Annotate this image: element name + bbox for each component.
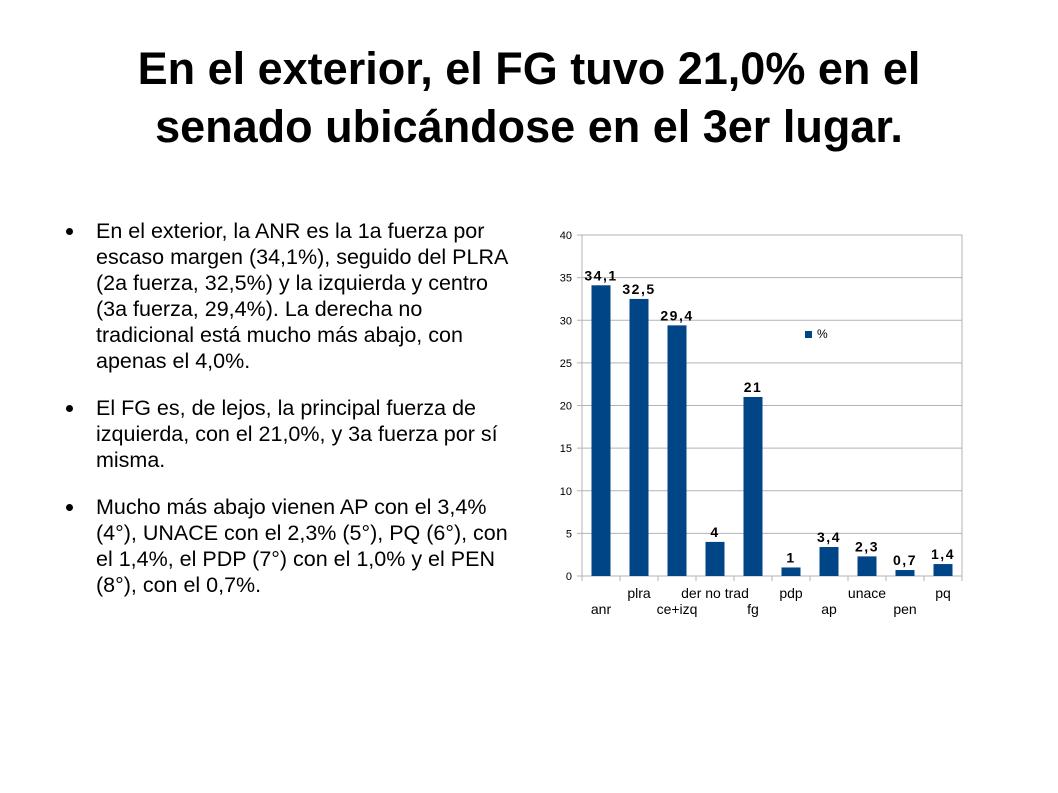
bullet-dot-icon xyxy=(66,228,73,235)
data-label: 0,7 xyxy=(893,552,917,568)
y-tick-label: 30 xyxy=(560,315,572,327)
y-tick-label: 25 xyxy=(560,358,572,370)
category-label: fg xyxy=(747,601,759,617)
bullet-text: Mucho más abajo vienen AP con el 3,4% (4… xyxy=(96,495,508,597)
data-label: 1 xyxy=(786,549,795,565)
bar xyxy=(743,396,763,576)
y-tick-label: 5 xyxy=(566,528,572,540)
bar xyxy=(667,325,687,576)
data-label: 34,1 xyxy=(584,267,617,283)
y-tick-label: 10 xyxy=(560,486,572,498)
data-label: 21 xyxy=(744,379,763,395)
y-tick-label: 0 xyxy=(566,571,572,583)
category-label: ce+izq xyxy=(657,601,698,617)
bullet-list: En el exterior, la ANR es la 1a fuerza p… xyxy=(62,218,517,619)
category-label: anr xyxy=(591,601,612,617)
data-label: 29,4 xyxy=(660,307,693,323)
data-label: 4 xyxy=(710,524,719,540)
category-label: plra xyxy=(627,585,651,601)
bar xyxy=(781,567,801,576)
bullet-item: Mucho más abajo vienen AP con el 3,4% (4… xyxy=(62,494,517,598)
category-label: unace xyxy=(848,585,886,601)
slide-title-line-1: En el exterior, el FG tuvo 21,0% en el xyxy=(137,43,921,94)
bar xyxy=(819,547,839,576)
slide-title: En el exterior, el FG tuvo 21,0% en el s… xyxy=(0,40,1058,156)
bar xyxy=(629,298,649,576)
y-tick-label: 35 xyxy=(560,273,572,285)
category-label: pq xyxy=(935,585,951,601)
bullet-item: En el exterior, la ANR es la 1a fuerza p… xyxy=(62,218,517,374)
data-label: 32,5 xyxy=(622,281,655,297)
data-label: 1,4 xyxy=(931,546,955,562)
y-tick-label: 40 xyxy=(560,230,572,242)
category-label: pdp xyxy=(779,585,803,601)
bullet-text: El FG es, de lejos, la principal fuerza … xyxy=(96,396,498,472)
bar-chart: 0 5 10 15 20 25 30 35 40 anr 34,1 plra 32,5 ce+izq 29,… xyxy=(560,230,963,617)
legend-label: % xyxy=(817,327,828,341)
bar xyxy=(591,285,611,576)
category-label: ap xyxy=(821,601,837,617)
bar xyxy=(857,556,877,576)
category-label: pen xyxy=(893,601,916,617)
legend-swatch xyxy=(805,331,812,338)
data-label: 3,4 xyxy=(817,529,841,545)
category-label: der no trad xyxy=(681,585,749,601)
bar xyxy=(895,570,915,576)
bullet-dot-icon xyxy=(66,504,73,511)
bullet-dot-icon xyxy=(66,405,73,412)
slide-title-line-2: senado ubicándose en el 3er lugar. xyxy=(155,101,903,152)
y-tick-label: 20 xyxy=(560,401,572,413)
bullet-text: En el exterior, la ANR es la 1a fuerza p… xyxy=(96,219,508,373)
bar xyxy=(933,564,953,576)
y-tick-label: 15 xyxy=(560,443,572,455)
data-label: 2,3 xyxy=(855,538,879,554)
bullet-item: El FG es, de lejos, la principal fuerza … xyxy=(62,395,517,473)
bar xyxy=(705,541,725,576)
